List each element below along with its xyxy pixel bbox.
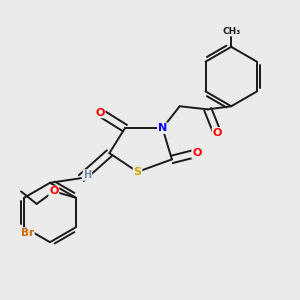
Text: N: N xyxy=(158,123,167,133)
Text: O: O xyxy=(95,107,105,118)
Text: O: O xyxy=(212,128,222,138)
Text: H: H xyxy=(83,170,92,180)
Text: S: S xyxy=(134,167,142,177)
Text: O: O xyxy=(49,186,58,197)
Text: O: O xyxy=(192,148,202,158)
Text: CH₃: CH₃ xyxy=(222,27,240,36)
Text: Br: Br xyxy=(21,228,34,238)
